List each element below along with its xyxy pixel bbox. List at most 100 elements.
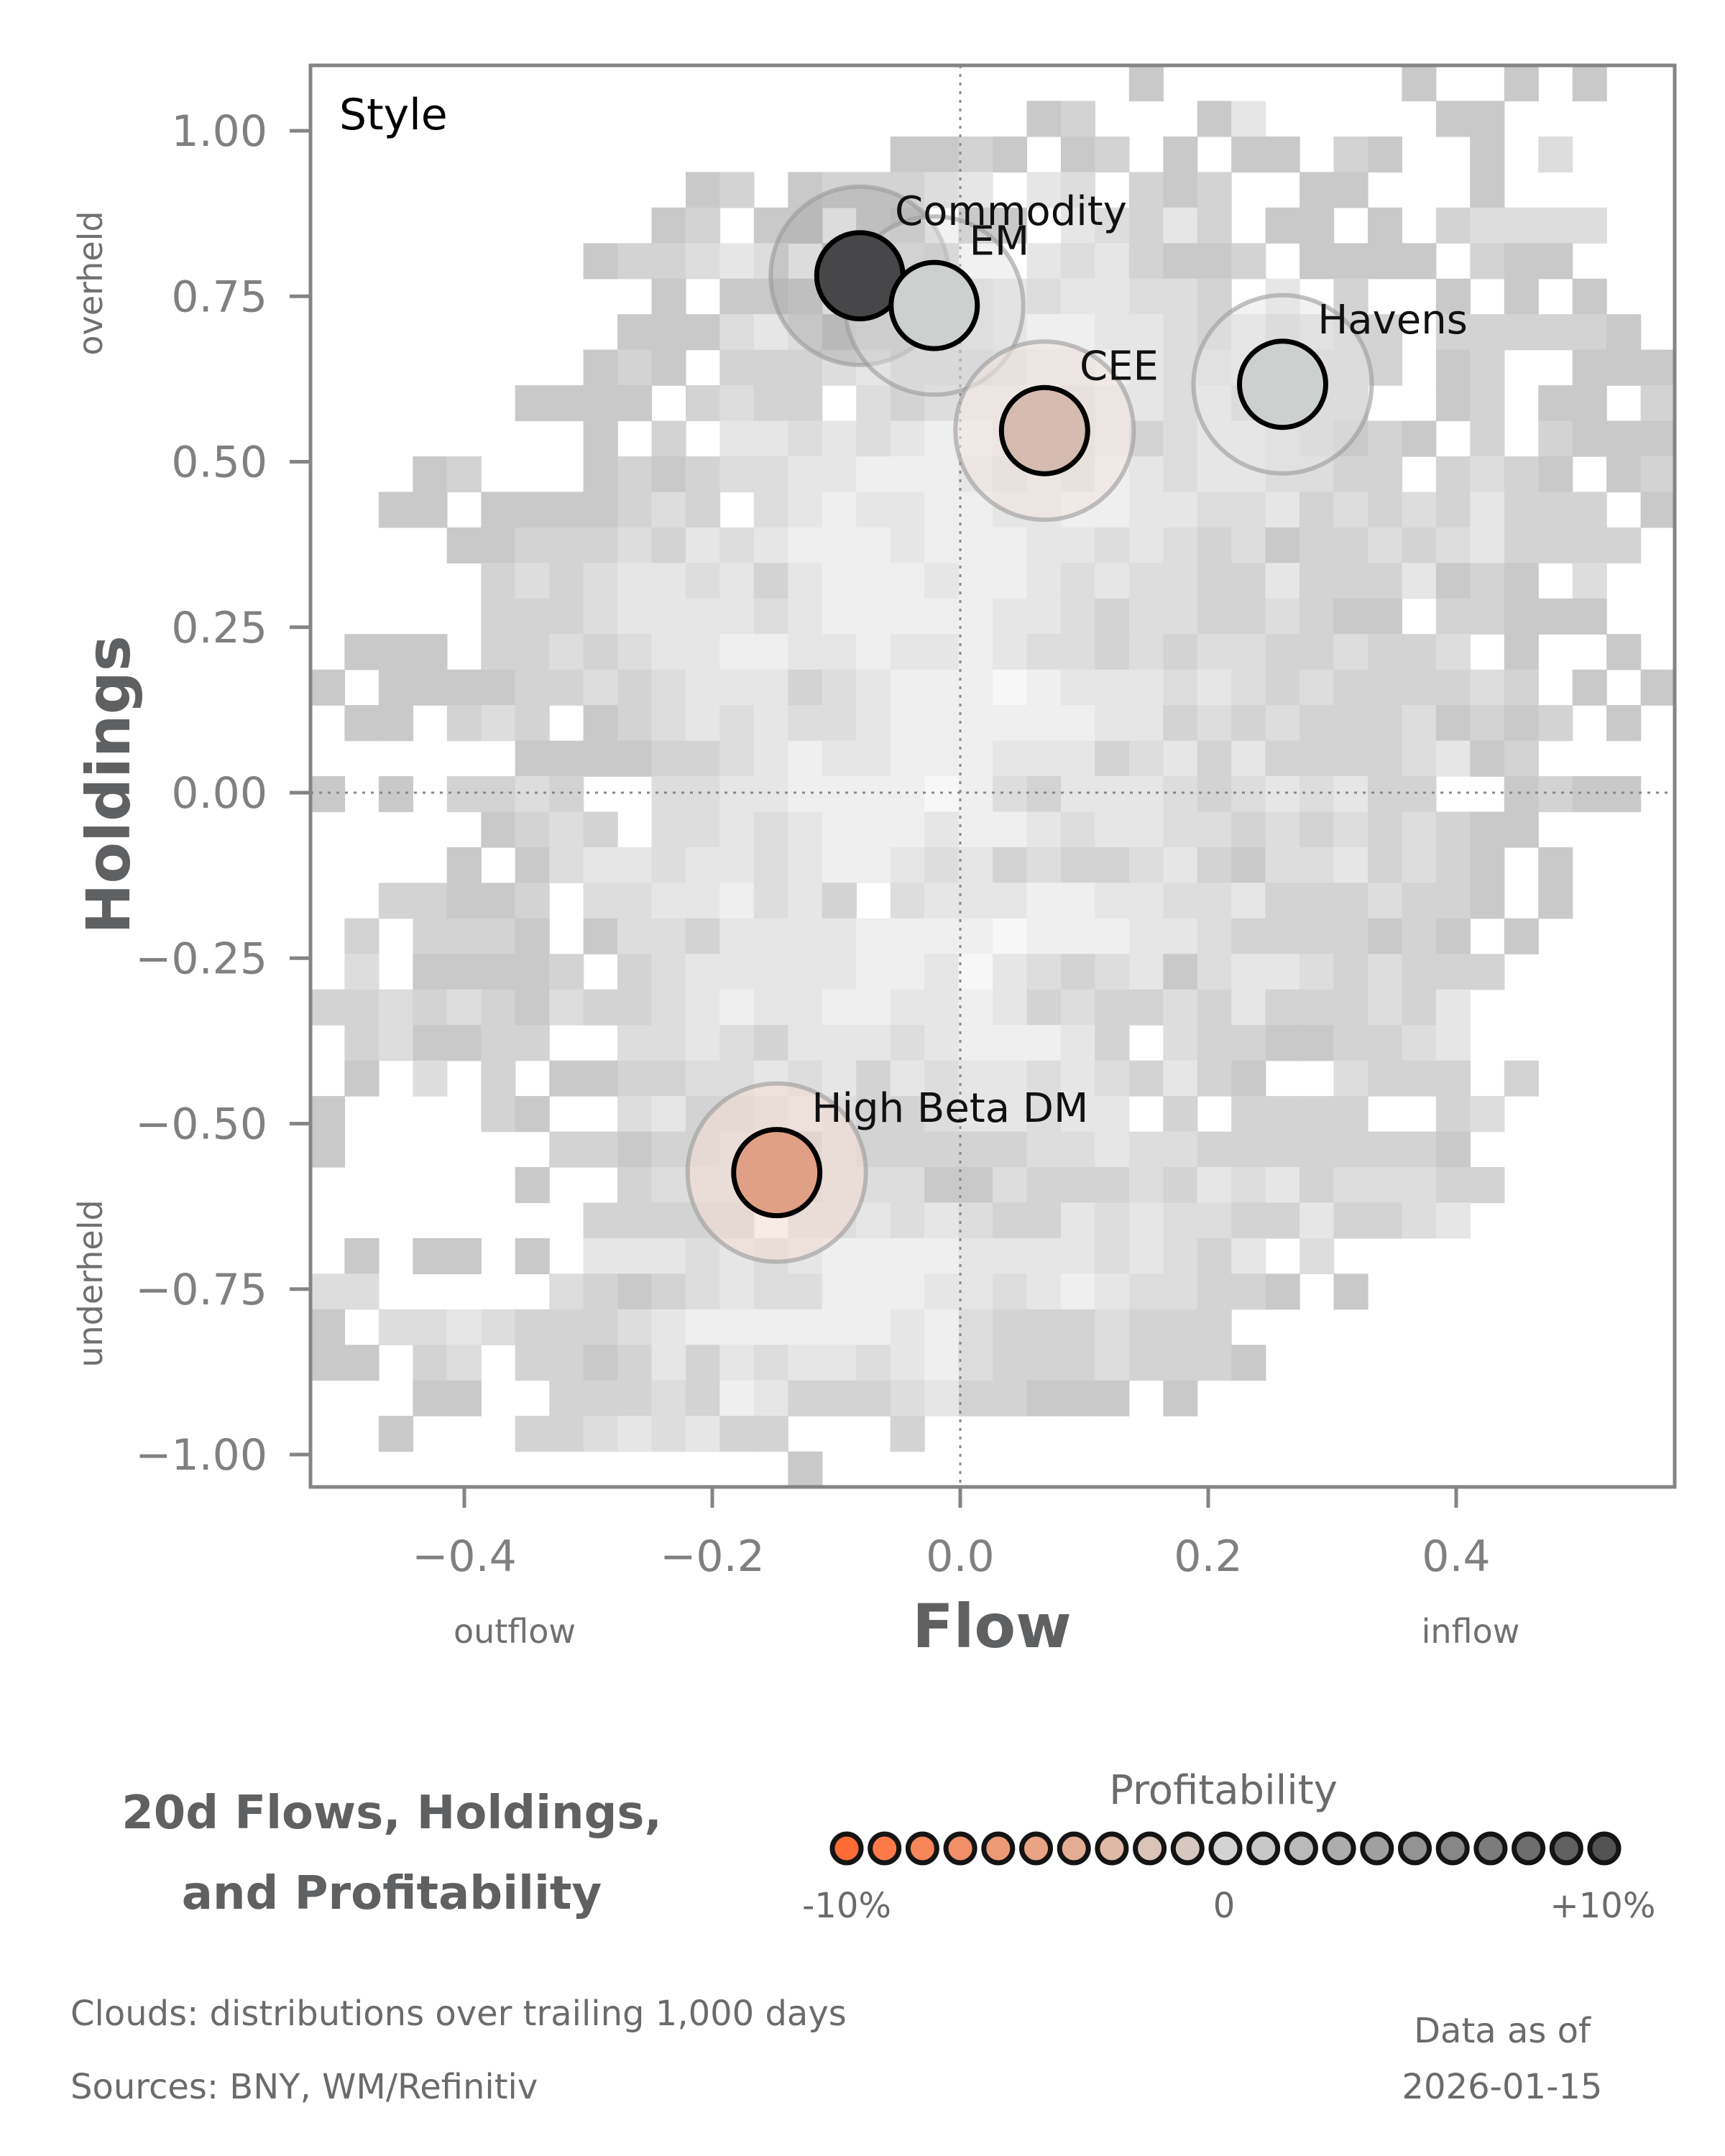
bubble-cee[interactable]	[998, 384, 1090, 476]
cloud-cell	[924, 954, 960, 990]
cloud-cell	[1231, 1345, 1266, 1381]
cloud-cell	[924, 1096, 960, 1133]
cloud-cell	[958, 563, 993, 599]
cloud-cell	[993, 1060, 1028, 1097]
cloud-cell	[617, 883, 653, 919]
cloud-cell	[1265, 207, 1300, 244]
bubble-high-beta-dm[interactable]	[731, 1127, 823, 1219]
cloud-cell	[1163, 669, 1198, 706]
cloud-cell	[1231, 705, 1266, 742]
cloud-cell	[1231, 1096, 1266, 1133]
cloud-cell	[481, 1060, 516, 1097]
cloud-cell	[651, 278, 686, 315]
cloud-cell	[890, 1202, 925, 1239]
cloud-cell	[1300, 172, 1335, 208]
cloud-cell	[1163, 492, 1198, 528]
cloud-cell	[651, 1096, 686, 1133]
cloud-cell	[1231, 883, 1266, 919]
legend-swatch	[1512, 1831, 1546, 1866]
cloud-cell	[515, 776, 550, 813]
cloud-cell	[1402, 1131, 1437, 1168]
cloud-cell	[686, 883, 721, 919]
cloud-cell	[856, 563, 891, 599]
cloud-cell	[1197, 883, 1232, 919]
cloud-cell	[1163, 1025, 1198, 1061]
cloud-cell	[993, 705, 1028, 742]
cloud-cell	[1333, 776, 1368, 813]
cloud-cell	[1095, 243, 1130, 280]
cloud-cell	[1128, 847, 1164, 883]
cloud-cell	[1095, 1202, 1130, 1239]
cloud-cell	[1435, 349, 1471, 386]
cloud-cell	[753, 1025, 788, 1061]
cloud-cell	[1300, 705, 1335, 742]
cloud-cell	[1300, 883, 1335, 919]
cloud-cell	[1163, 634, 1198, 671]
cloud-cell	[549, 1060, 584, 1097]
cloud-cell	[617, 1273, 653, 1310]
cloud-cell	[1060, 101, 1095, 137]
cloud-cell	[686, 563, 721, 599]
cloud-cell	[1435, 1060, 1471, 1097]
cloud-cell	[651, 1416, 686, 1452]
cloud-cell	[1026, 1060, 1062, 1097]
cloud-cell	[446, 669, 482, 706]
legend-swatch	[1322, 1831, 1356, 1866]
cloud-cell	[719, 456, 755, 493]
y-tick-label: 0.25	[171, 603, 267, 653]
cloud-cell	[1402, 705, 1437, 742]
cloud-cell	[1470, 492, 1505, 528]
cloud-cell	[1538, 456, 1573, 493]
cloud-cell	[1197, 1025, 1232, 1061]
bubble-havens[interactable]	[1237, 338, 1328, 430]
cloud-cell	[1368, 1202, 1403, 1239]
cloud-cell	[993, 883, 1028, 919]
cloud-cell	[1060, 1309, 1095, 1345]
y-tick-label: 0.50	[171, 438, 267, 488]
cloud-cell	[617, 1416, 653, 1452]
cloud-cell	[1402, 989, 1437, 1026]
cloud-cell	[1163, 1060, 1198, 1097]
cloud-cell	[1095, 954, 1130, 990]
cloud-cell	[719, 1309, 755, 1345]
cloud-cell	[1060, 1380, 1095, 1416]
cloud-cell	[413, 456, 448, 493]
cloud-cell	[1060, 1238, 1095, 1274]
cloud-cell	[413, 634, 448, 671]
cloud-cell	[686, 172, 721, 208]
cloud-cell	[1026, 598, 1062, 635]
cloud-cell	[993, 1345, 1028, 1381]
cloud-cell	[856, 1380, 891, 1416]
cloud-cell	[549, 1309, 584, 1345]
cloud-cell	[958, 172, 993, 208]
bubble-em[interactable]	[888, 259, 980, 351]
cloud-cell	[1265, 776, 1300, 813]
cloud-cell	[788, 918, 823, 954]
cloud-cell	[958, 136, 993, 172]
cloud-cell	[651, 492, 686, 528]
cloud-cell	[1163, 1096, 1198, 1133]
cloud-cell	[1368, 136, 1403, 172]
cloud-cell	[1197, 918, 1232, 954]
cloud-cell	[924, 811, 960, 848]
cloud-cell	[1606, 420, 1642, 457]
cloud-cell	[651, 527, 686, 563]
cloud-cell	[719, 314, 755, 351]
panel-label: Style	[339, 90, 448, 140]
cloud-cell	[924, 1131, 960, 1168]
cloud-cell	[1606, 634, 1642, 671]
cloud-cell	[617, 527, 653, 563]
cloud-cell	[993, 740, 1028, 777]
y-tick-label: −0.75	[135, 1265, 267, 1315]
cloud-cell	[617, 598, 653, 635]
cloud-cell	[344, 1025, 380, 1061]
cloud-cell	[993, 1380, 1028, 1416]
cloud-cell	[890, 598, 925, 635]
cloud-cell	[993, 1096, 1028, 1133]
cloud-cell	[788, 1451, 823, 1488]
cloud-cell	[788, 1273, 823, 1310]
chart-title-line-2: and Profitability	[182, 1867, 602, 1920]
cloud-cell	[822, 883, 857, 919]
cloud-cell	[1368, 563, 1403, 599]
cloud-cell	[378, 776, 413, 813]
